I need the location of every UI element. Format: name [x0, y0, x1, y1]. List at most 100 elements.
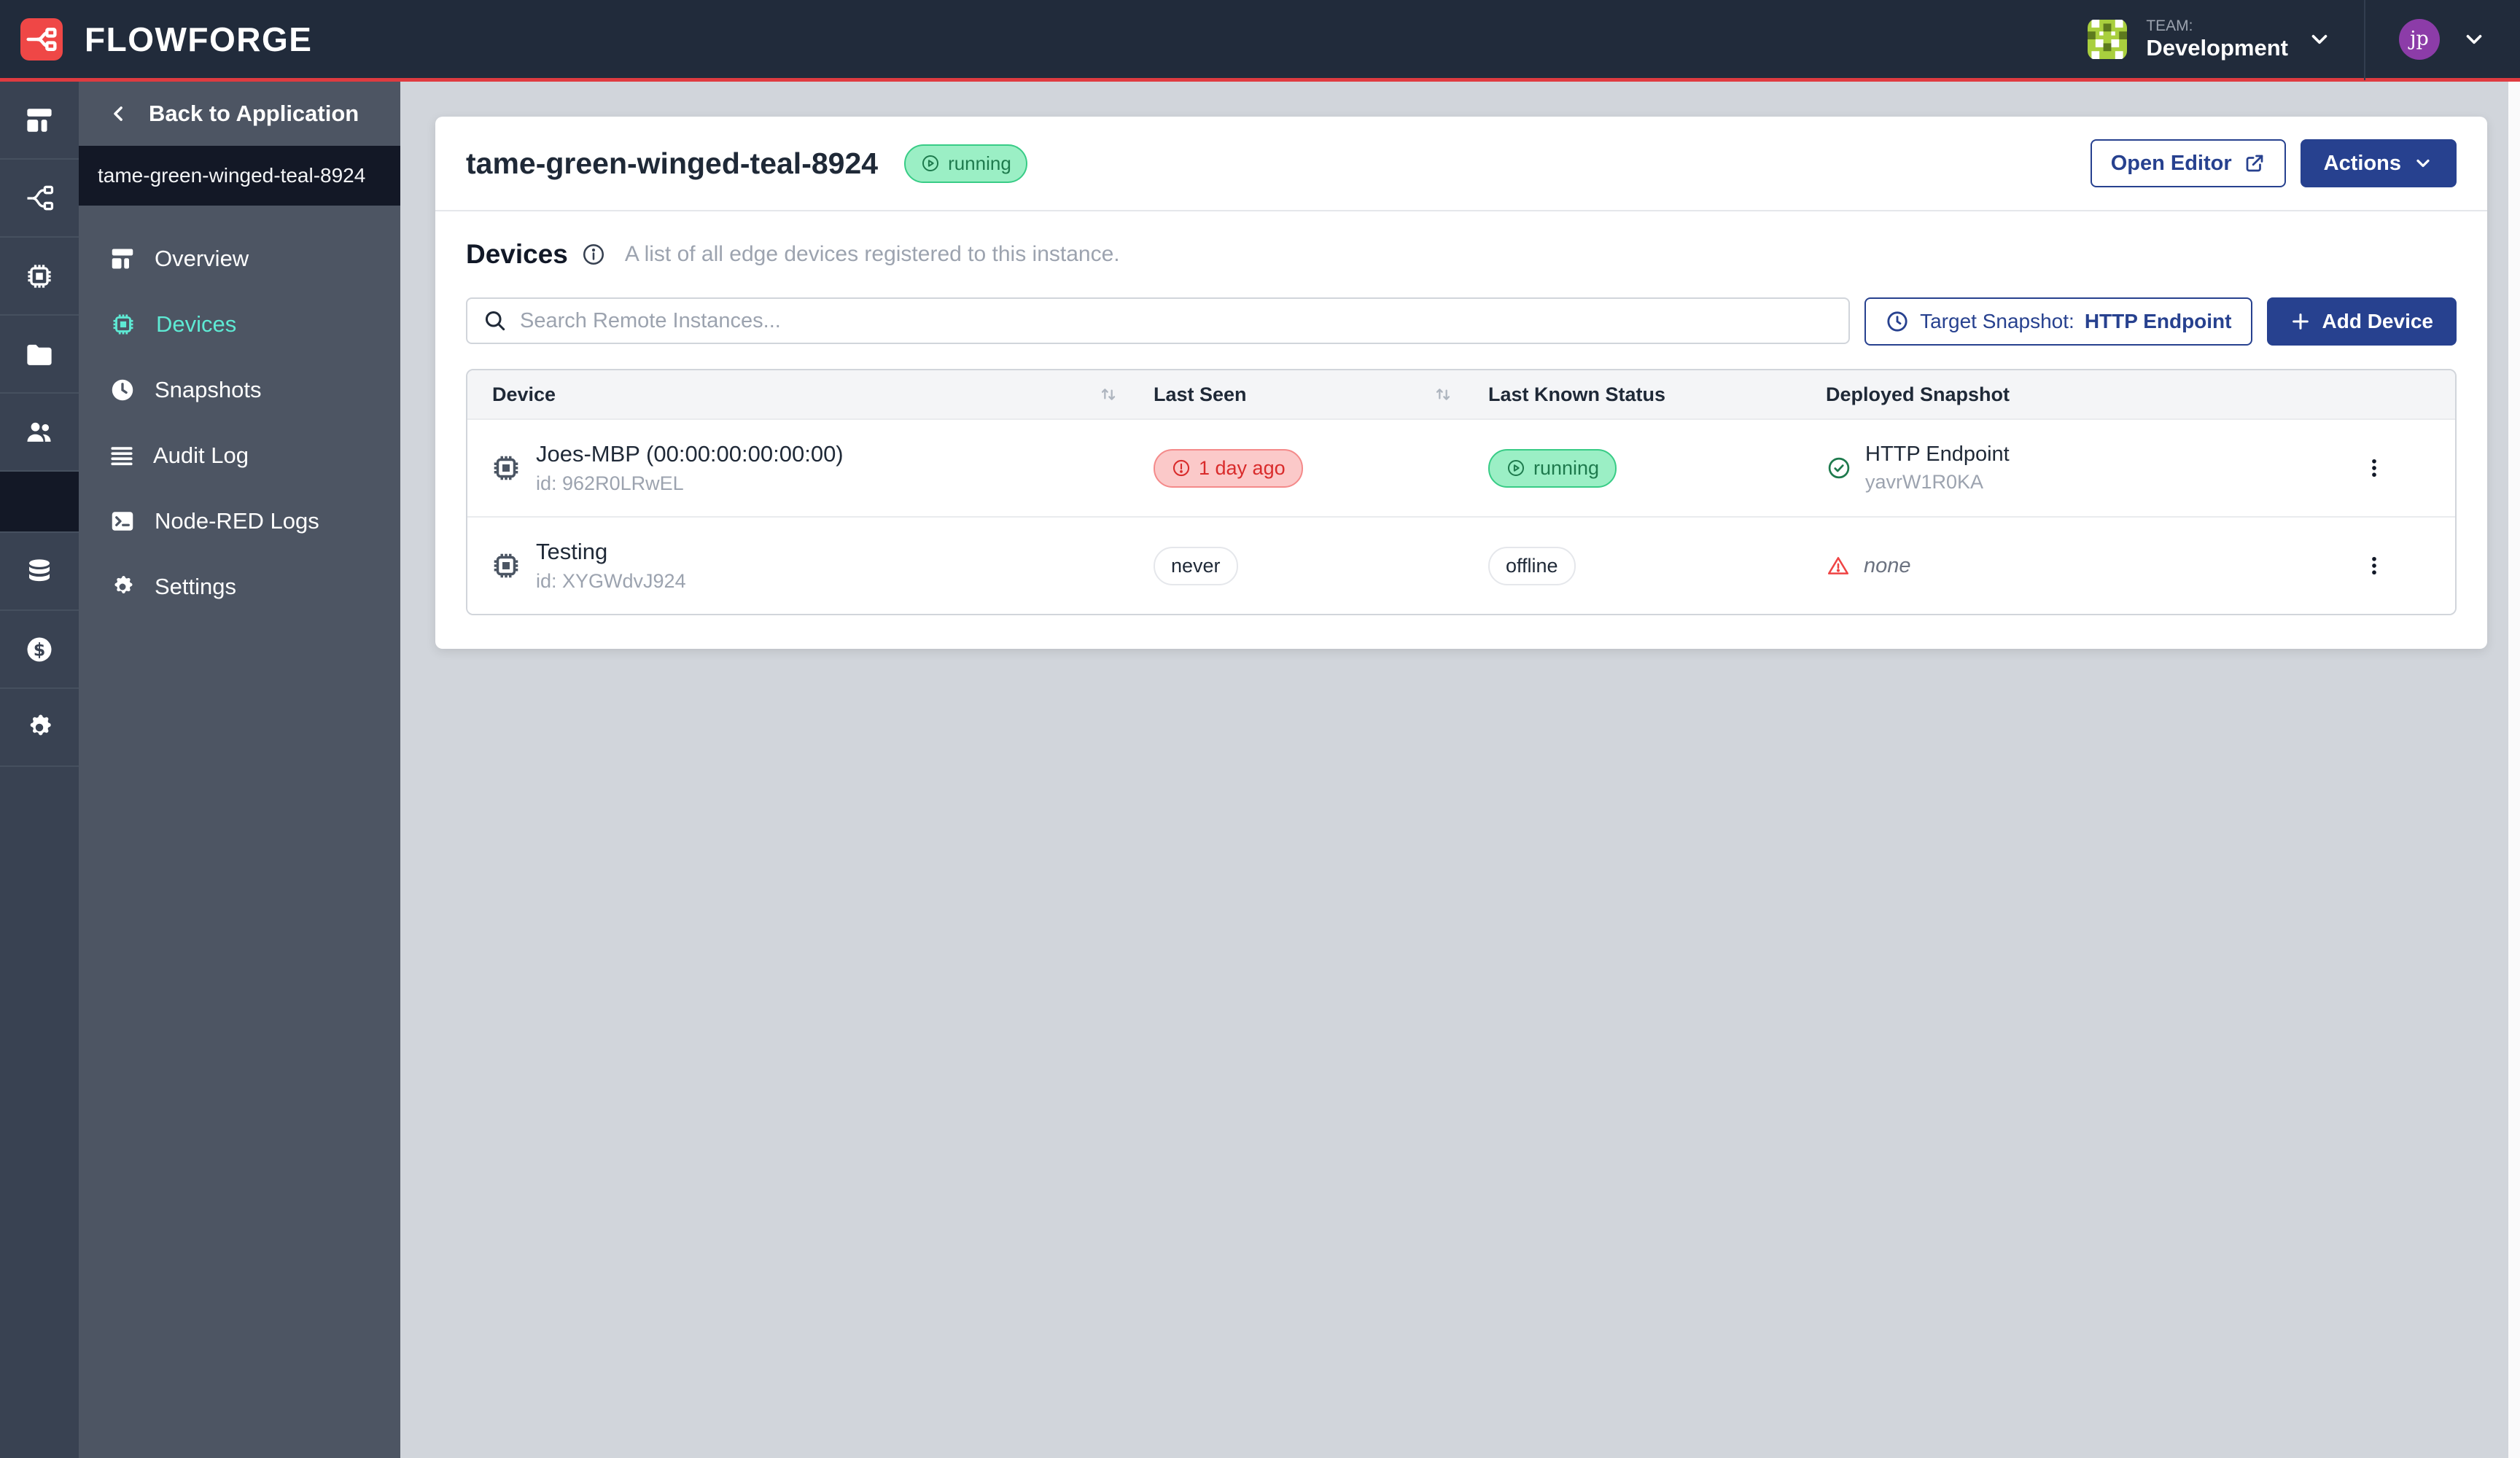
snapshot-cell: none — [1811, 553, 2278, 578]
row-menu-kebab-icon[interactable] — [2356, 547, 2392, 584]
actions-button[interactable]: Actions — [2300, 139, 2457, 187]
devices-heading: Devices — [466, 239, 568, 269]
team-selector[interactable]: TEAM: Development — [2056, 0, 2364, 78]
status-cell: running — [1474, 448, 1811, 488]
warning-triangle-icon — [1826, 553, 1851, 578]
device-cell: Joes-MBP (00:00:00:00:00:00) id: 962R0LR… — [467, 441, 1139, 495]
snapshot-cell: HTTP Endpoint yavrW1R0KA — [1811, 443, 2278, 494]
sidebar-item-devices[interactable]: Devices — [79, 292, 400, 357]
scrollbar[interactable] — [2508, 82, 2520, 1458]
team-icon-rail: $ — [0, 82, 79, 1458]
search-icon — [482, 308, 508, 334]
chevron-left-icon — [108, 103, 130, 125]
last-seen-badge: never — [1154, 546, 1238, 585]
main-content: tame-green-winged-teal-8924 running Open… — [400, 82, 2520, 1458]
rail-item-overview[interactable] — [0, 82, 79, 160]
top-navigation-bar: FLOWFORGE TEAM: Development — [0, 0, 2520, 82]
sidebar-item-label: Audit Log — [153, 443, 249, 468]
gear-icon — [109, 574, 136, 600]
list-lines-icon — [109, 443, 134, 468]
chip-icon — [489, 451, 523, 485]
snapshot-name: HTTP Endpoint — [1865, 443, 2010, 466]
instance-card: tame-green-winged-teal-8924 running Open… — [435, 117, 2487, 649]
back-to-application-link[interactable]: Back to Application — [79, 82, 400, 146]
people-icon — [23, 416, 55, 448]
info-icon[interactable] — [581, 242, 606, 267]
devices-description: A list of all edge devices registered to… — [624, 242, 1120, 266]
dollar-icon: $ — [23, 634, 55, 666]
folder-icon — [24, 339, 55, 370]
sidebar-item-label: Devices — [156, 311, 237, 337]
instance-sidebar: Back to Application tame-green-winged-te… — [79, 82, 400, 1458]
alert-circle-icon — [1171, 458, 1191, 478]
external-link-icon — [2244, 152, 2266, 174]
sidebar-item-nodered-logs[interactable]: Node-RED Logs — [79, 488, 400, 554]
column-header-device[interactable]: Device — [467, 370, 1139, 418]
rail-item-billing[interactable]: $ — [0, 611, 79, 689]
rail-item-devices[interactable] — [0, 238, 79, 316]
plus-icon — [2290, 311, 2311, 332]
instance-header: tame-green-winged-teal-8924 running Open… — [435, 117, 2487, 211]
snapshot-name: none — [1864, 553, 1911, 577]
status-badge: running — [1488, 448, 1617, 488]
team-avatar — [2088, 19, 2128, 60]
table-row[interactable]: Testing id: XYGWdvJ924 never offline — [467, 516, 2455, 614]
search-box — [466, 297, 1851, 344]
target-snapshot-button[interactable]: Target Snapshot: HTTP Endpoint — [1864, 297, 2252, 346]
sidebar-instance-name[interactable]: tame-green-winged-teal-8924 — [79, 146, 400, 206]
sidebar-item-label: Node-RED Logs — [155, 508, 319, 534]
device-name: Testing — [536, 539, 608, 564]
sidebar-item-overview[interactable]: Overview — [79, 226, 400, 292]
team-label: TEAM: — [2146, 17, 2193, 34]
chevron-down-icon — [2462, 27, 2486, 52]
dashboard-grid-icon — [109, 246, 136, 272]
column-header-snapshot[interactable]: Deployed Snapshot — [1826, 383, 2010, 405]
sidebar-item-audit-log[interactable]: Audit Log — [79, 423, 400, 488]
play-circle-icon — [920, 153, 941, 174]
device-id: id: 962R0LRwEL — [536, 472, 684, 494]
sidebar-item-snapshots[interactable]: Snapshots — [79, 357, 400, 423]
devices-table: Device Last Seen Last Know — [466, 369, 2457, 615]
sort-icon[interactable] — [1431, 383, 1455, 406]
chevron-down-icon — [2413, 153, 2433, 174]
column-header-status[interactable]: Last Known Status — [1488, 383, 1666, 405]
rail-item-library[interactable] — [0, 316, 79, 394]
last-seen-cell: 1 day ago — [1139, 448, 1474, 488]
gear-icon — [24, 712, 55, 743]
rail-item-instances[interactable] — [0, 160, 79, 238]
sidebar-item-settings[interactable]: Settings — [79, 554, 400, 620]
add-device-button[interactable]: Add Device — [2266, 297, 2457, 346]
pipeline-icon — [23, 182, 55, 214]
chevron-down-icon — [2307, 27, 2332, 52]
topbar-divider — [2364, 0, 2365, 80]
sidebar-item-label: Settings — [155, 574, 237, 599]
rail-item-logs[interactable] — [0, 533, 79, 611]
clock-icon — [1885, 309, 1910, 334]
user-avatar: jp — [2399, 18, 2440, 60]
chip-icon — [489, 549, 523, 582]
chip-icon — [23, 260, 55, 292]
last-seen-cell: never — [1139, 546, 1474, 585]
flowforge-logo-icon[interactable] — [20, 17, 63, 61]
rail-item-members[interactable] — [0, 394, 79, 472]
open-editor-button[interactable]: Open Editor — [2090, 139, 2286, 187]
status-badge: running — [904, 144, 1027, 183]
device-cell: Testing id: XYGWdvJ924 — [467, 539, 1139, 593]
row-menu-kebab-icon[interactable] — [2356, 450, 2392, 486]
search-input[interactable] — [520, 308, 1849, 333]
rail-item-team-settings[interactable] — [0, 689, 79, 767]
table-row[interactable]: Joes-MBP (00:00:00:00:00:00) id: 962R0LR… — [467, 418, 2455, 516]
sidebar-item-label: Overview — [155, 246, 249, 271]
user-menu[interactable]: jp — [2365, 0, 2520, 78]
sort-icon[interactable] — [1097, 383, 1120, 406]
sidebar-item-label: Snapshots — [155, 377, 262, 402]
rail-item-current-selected[interactable] — [0, 472, 79, 533]
column-header-last-seen[interactable]: Last Seen — [1139, 370, 1474, 418]
clock-icon — [109, 377, 136, 403]
dashboard-grid-icon — [24, 105, 55, 136]
back-label: Back to Application — [149, 101, 359, 126]
table-header-row: Device Last Seen Last Know — [467, 370, 2455, 418]
last-seen-badge: 1 day ago — [1154, 448, 1303, 488]
team-name: Development — [2146, 34, 2288, 61]
chip-icon — [109, 311, 137, 338]
